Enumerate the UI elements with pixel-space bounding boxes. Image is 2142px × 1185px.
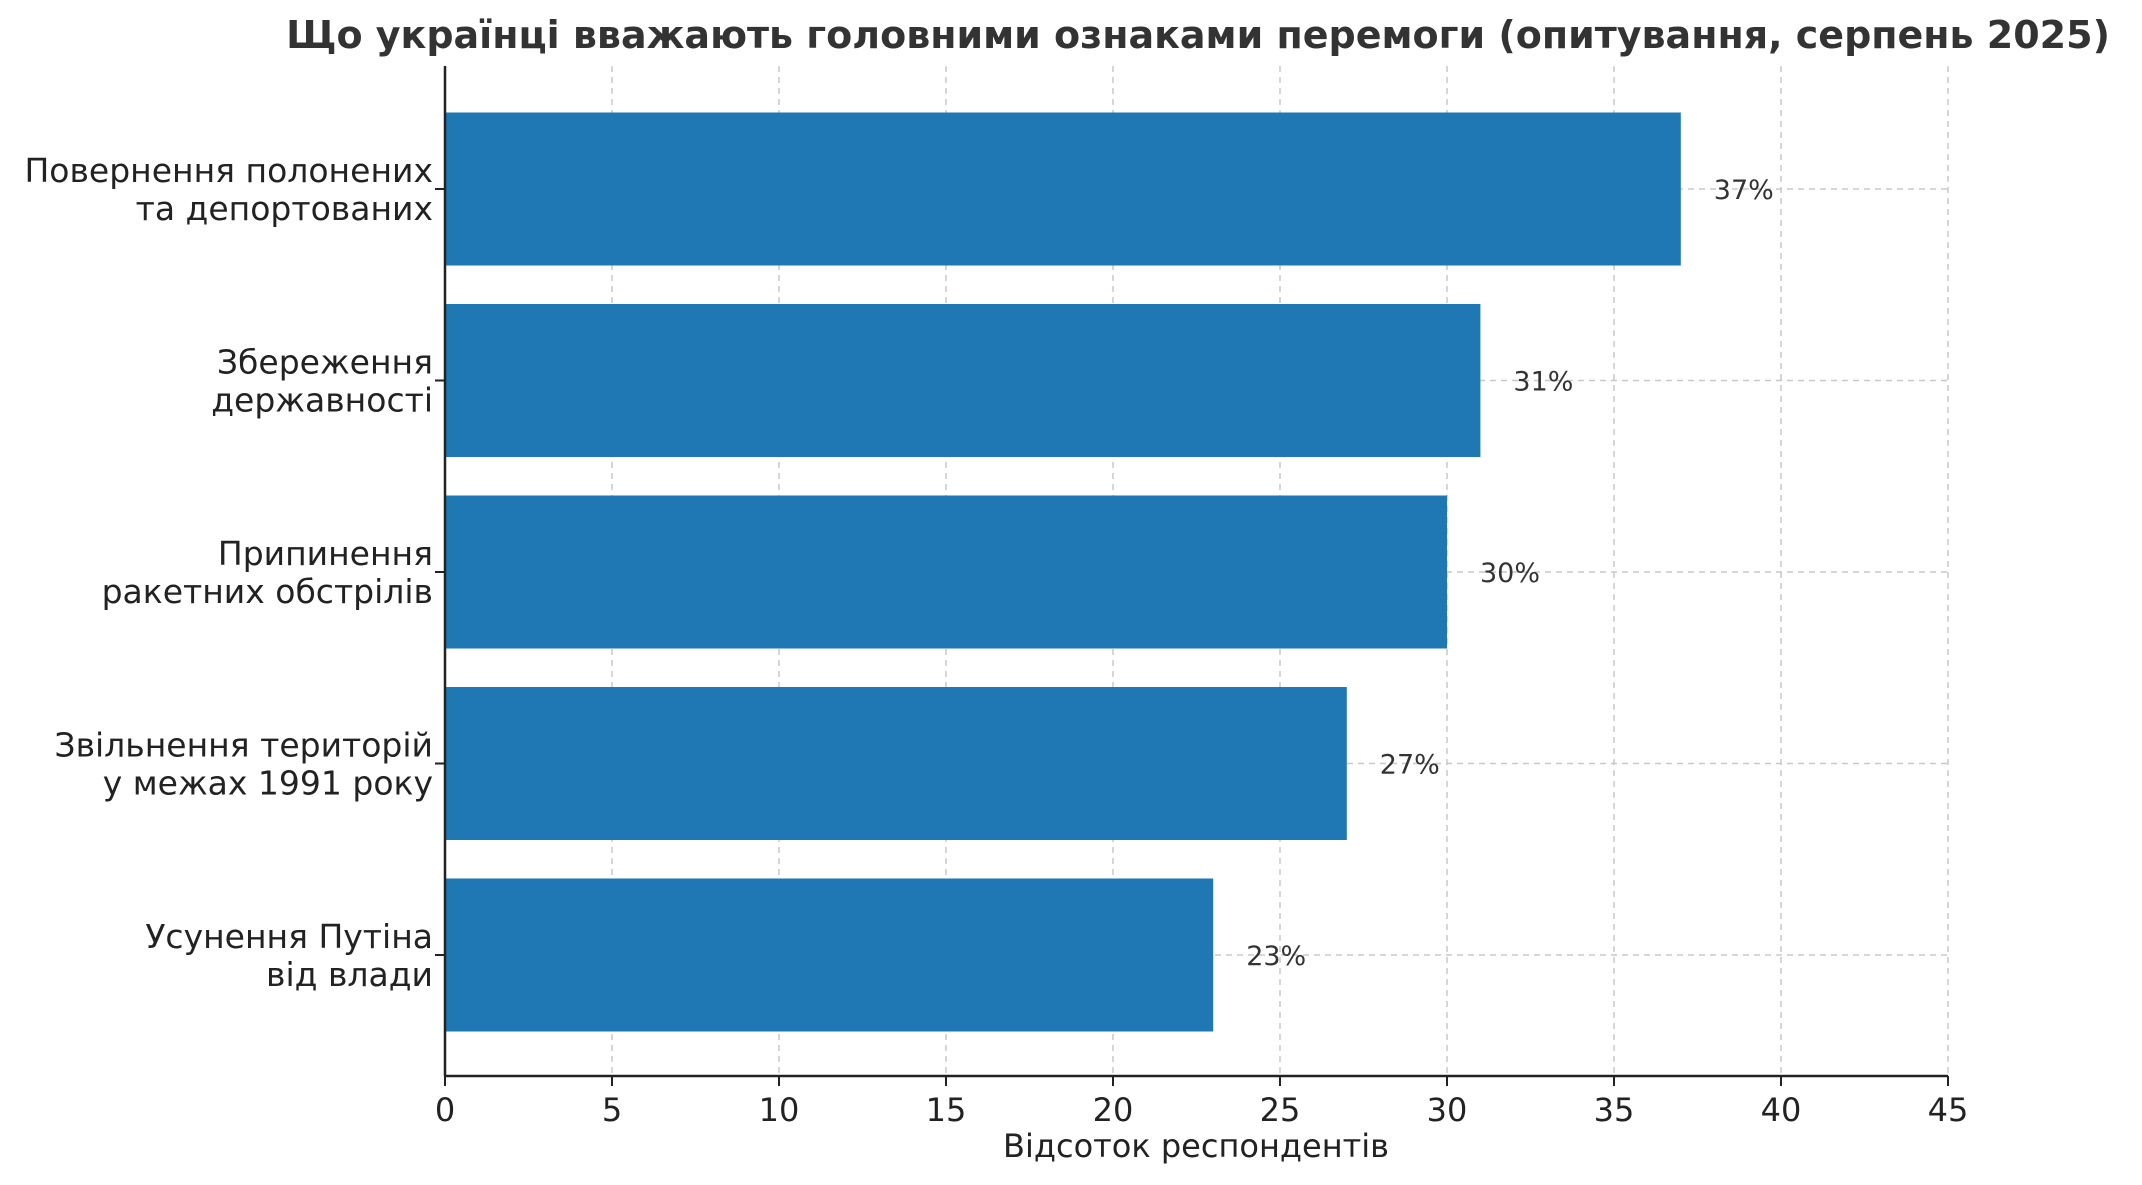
bar — [445, 878, 1214, 1032]
bar — [445, 495, 1447, 649]
axis-layer: 0 5 10 15 20 25 30 35 40 45 — [435, 66, 1969, 1129]
x-tick-label: 30 — [1427, 1091, 1468, 1129]
x-tick-label: 0 — [435, 1091, 455, 1129]
category-label-line: та депортованих — [136, 189, 433, 228]
category-label-line: Звільнення територій — [54, 726, 433, 765]
category-label-line: державності — [211, 381, 433, 420]
category-label: Повернення полонених та депортованих — [24, 151, 433, 228]
category-label: Усунення Путіна від влади — [145, 917, 433, 994]
bar-value-label: 30% — [1480, 558, 1540, 589]
chart-title: Що українці вважають головними ознаками … — [286, 13, 2110, 57]
category-label-line: у межах 1991 року — [103, 764, 433, 803]
x-tick-label: 5 — [602, 1091, 622, 1129]
x-tick-label: 10 — [759, 1091, 800, 1129]
category-label: Припинення ракетних обстрілів — [102, 534, 433, 611]
category-label: Збереження державності — [211, 343, 433, 420]
category-label-line: Припинення — [218, 534, 433, 573]
category-label: Звільнення територій у межах 1991 року — [54, 726, 433, 803]
category-label-line: Повернення полонених — [24, 151, 433, 190]
labels-layer: 37% Повернення полонених та депортованих 31… — [24, 151, 1773, 994]
x-tick-label: 35 — [1594, 1091, 1635, 1129]
bar-value-label: 23% — [1246, 941, 1306, 972]
bar-value-label: 37% — [1714, 175, 1774, 206]
category-label-line: від влади — [266, 955, 433, 994]
x-tick-label: 25 — [1260, 1091, 1301, 1129]
category-label-line: Збереження — [217, 343, 433, 382]
bars-layer — [445, 112, 1681, 1032]
category-label-line: ракетних обстрілів — [102, 572, 433, 611]
x-axis-title: Відсоток респондентів — [1003, 1127, 1389, 1165]
x-tick-label: 20 — [1093, 1091, 1134, 1129]
bar — [445, 304, 1481, 457]
category-label-line: Усунення Путіна — [145, 917, 433, 956]
bar — [445, 687, 1347, 840]
x-tick-label: 15 — [926, 1091, 967, 1129]
x-tick-label: 40 — [1761, 1091, 1802, 1129]
bar — [445, 112, 1681, 266]
bar-value-label: 27% — [1380, 750, 1440, 781]
bar-value-label: 31% — [1513, 367, 1573, 398]
x-tick-label: 45 — [1928, 1091, 1969, 1129]
